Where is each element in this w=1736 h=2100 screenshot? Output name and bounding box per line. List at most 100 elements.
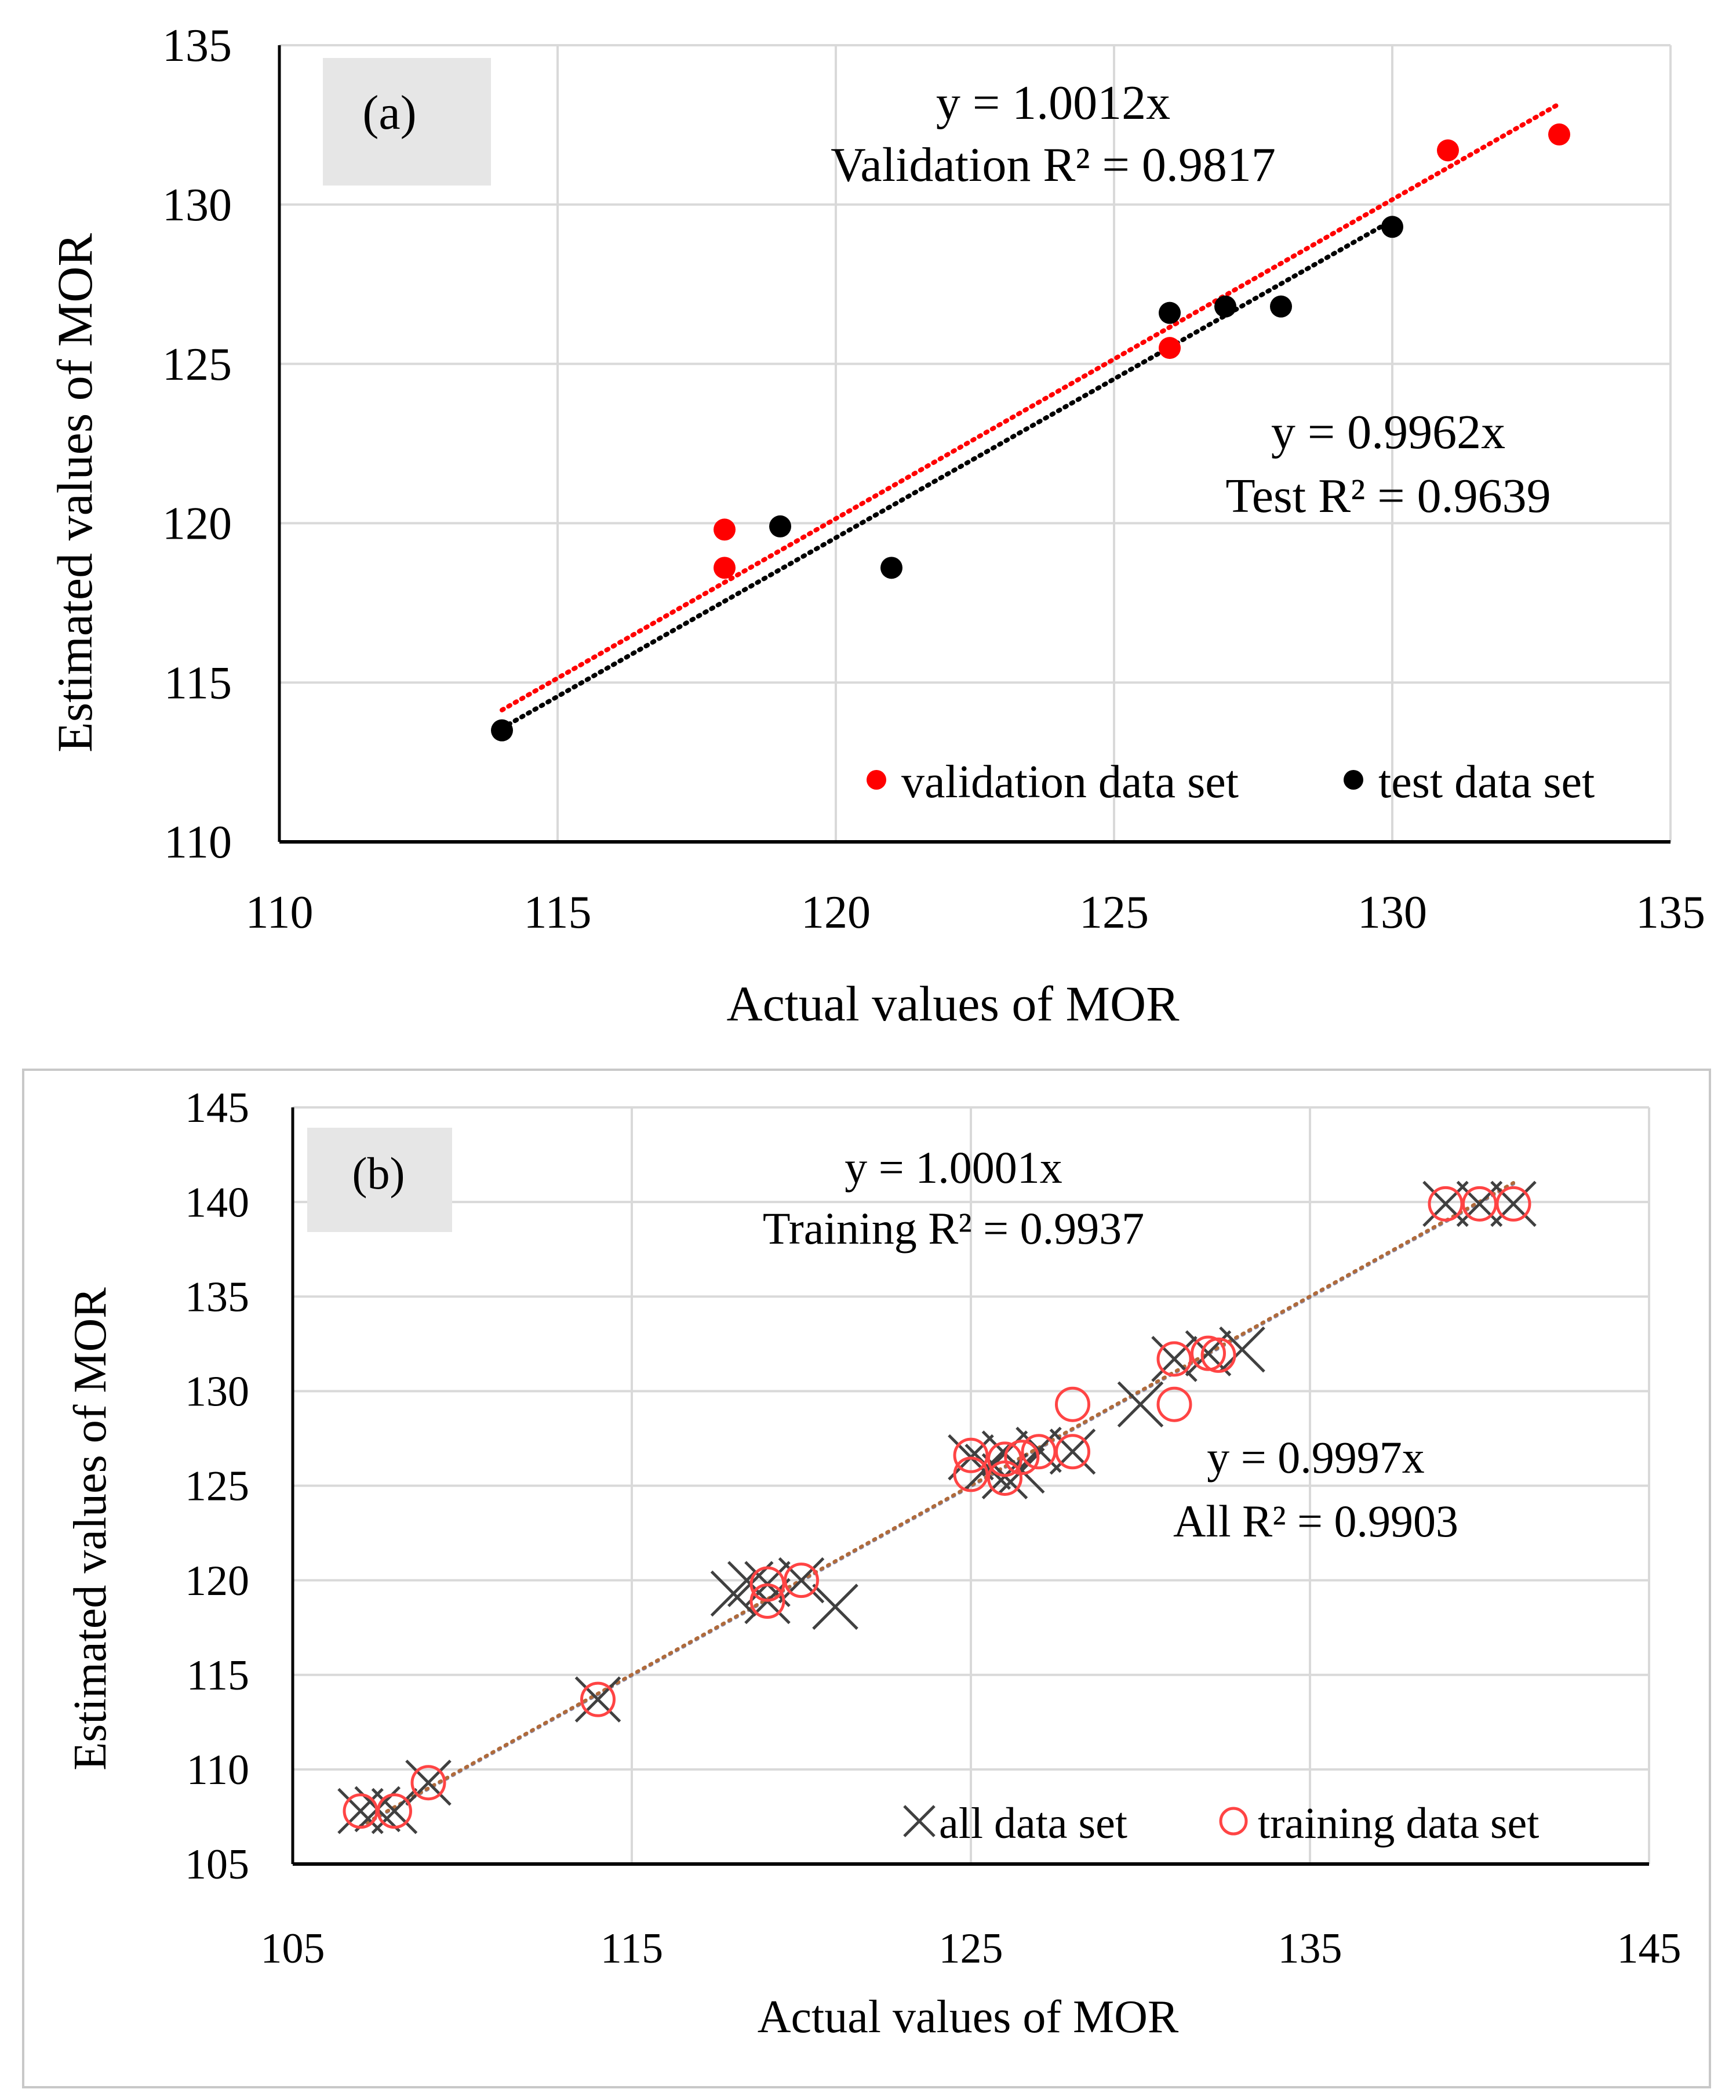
panel-b-all-r2: All R² = 0.9903: [1173, 1496, 1458, 1546]
panel-b-points: [337, 1180, 1537, 1834]
x-tick-label: 130: [1357, 887, 1427, 938]
point-all-data-set: [1049, 1429, 1096, 1475]
panel-b-trendlines: [359, 1181, 1515, 1829]
point-all-data-set: [405, 1759, 452, 1806]
panel-a-label: (a): [362, 86, 416, 140]
point-training-data-set: [987, 1441, 1022, 1477]
point-all-data-set: [1456, 1180, 1503, 1227]
x-tick-label: 105: [261, 1925, 325, 1972]
point-all-data-set: [371, 1787, 418, 1834]
legend-training-marker: [1219, 1807, 1248, 1836]
point-validation-data-set: [1548, 123, 1570, 146]
panel-a-axes: 110 115 120 125 130 135 110 115 120 125 130 135: [162, 20, 1705, 938]
point-training-data-set: [1495, 1186, 1531, 1222]
y-tick-label: 130: [162, 180, 232, 231]
point-test-data-set: [491, 719, 513, 742]
point-training-data-set: [1156, 1341, 1192, 1377]
trendline-test-data-set: [500, 217, 1395, 731]
point-test-data-set: [1381, 216, 1403, 238]
panel-b-x-axis-title: Actual values of MOR: [758, 1992, 1179, 2043]
panel-b-all-equation: y = 0.9997x: [1207, 1432, 1425, 1483]
legend-all-marker: [903, 1805, 936, 1837]
point-all-data-set: [1016, 1426, 1062, 1473]
y-tick-label: 115: [164, 657, 232, 709]
y-tick-label: 125: [185, 1463, 249, 1510]
y-tick-label: 120: [162, 499, 232, 550]
point-training-data-set: [953, 1456, 989, 1492]
panel-a-trendlines: [500, 101, 1562, 731]
point-all-data-set: [1117, 1381, 1164, 1427]
x-tick-label: 115: [523, 887, 591, 938]
panel-a-label-box: [323, 58, 491, 186]
legend-test-marker: [1344, 770, 1363, 790]
point-all-data-set: [337, 1787, 384, 1834]
legend-test-label: test data set: [1378, 757, 1595, 808]
point-validation-data-set: [714, 518, 736, 541]
panel-a-legend: validation data set test data set: [867, 757, 1595, 808]
point-all-data-set: [710, 1570, 757, 1617]
trendline-training-data-set: [359, 1181, 1515, 1828]
point-training-data-set: [1156, 1386, 1192, 1422]
legend-validation-marker: [867, 770, 886, 790]
x-tick-label: 135: [1278, 1925, 1342, 1972]
point-test-data-set: [1270, 295, 1292, 318]
x-tick-label: 110: [245, 887, 313, 938]
y-tick-label: 145: [185, 1084, 249, 1132]
point-all-data-set: [1219, 1326, 1265, 1373]
y-tick-label: 105: [185, 1841, 249, 1888]
point-training-data-set: [377, 1793, 412, 1829]
y-tick-label: 110: [164, 817, 232, 868]
point-training-data-set: [1200, 1337, 1236, 1373]
point-training-data-set: [410, 1765, 446, 1801]
panel-a-y-axis-title: Estimated values of MOR: [47, 233, 103, 753]
point-validation-data-set: [1159, 337, 1181, 359]
point-training-data-set: [953, 1437, 989, 1473]
panel-a-validation-r2: Validation R² = 0.9817: [831, 138, 1276, 192]
panel-a-validation-equation: y = 1.0012x: [936, 76, 1170, 130]
x-tick-label: 135: [1636, 887, 1705, 938]
y-tick-label: 135: [185, 1273, 249, 1321]
point-all-data-set: [574, 1676, 621, 1723]
point-training-data-set: [749, 1566, 785, 1602]
panel-b-legend: all data set training data set: [903, 1799, 1539, 1848]
point-all-data-set: [812, 1583, 858, 1630]
panel-a-chart: 110 115 120 125 130 135 110 115 120 125 130 135 (a)…: [47, 20, 1705, 1031]
x-tick-label: 125: [1079, 887, 1149, 938]
point-training-data-set: [1004, 1440, 1040, 1476]
point-all-data-set: [1490, 1180, 1537, 1227]
panel-b-training-equation: y = 1.0001x: [845, 1142, 1062, 1193]
point-validation-data-set: [714, 557, 736, 579]
trendline-validation-data-set: [500, 101, 1562, 713]
panel-b-training-r2: Training R² = 0.9937: [763, 1203, 1144, 1254]
point-test-data-set: [1159, 301, 1181, 324]
point-test-data-set: [769, 515, 791, 537]
legend-validation-label: validation data set: [901, 757, 1239, 808]
panel-a-x-axis-title: Actual values of MOR: [726, 976, 1180, 1031]
point-test-data-set: [880, 557, 902, 579]
y-tick-label: 115: [187, 1652, 249, 1699]
panel-b-axes: 105 115 125 135 145 105 110 115 120 125 130 135 140 1…: [185, 1084, 1682, 1972]
point-all-data-set: [998, 1447, 1045, 1494]
point-all-data-set: [1422, 1180, 1469, 1227]
point-all-data-set: [778, 1557, 825, 1604]
x-tick-label: 145: [1617, 1925, 1682, 1972]
y-tick-label: 130: [185, 1368, 249, 1416]
point-test-data-set: [1214, 295, 1236, 318]
point-validation-data-set: [1437, 139, 1459, 162]
y-tick-label: 140: [185, 1179, 249, 1226]
point-training-data-set: [1055, 1386, 1090, 1422]
panel-a-test-equation: y = 0.9962x: [1271, 405, 1505, 459]
x-tick-label: 115: [600, 1925, 663, 1972]
y-tick-label: 135: [162, 20, 232, 71]
point-training-data-set: [784, 1563, 819, 1598]
x-tick-label: 120: [801, 887, 871, 938]
panel-b-label: (b): [352, 1148, 405, 1198]
y-tick-label: 110: [187, 1746, 249, 1794]
legend-all-label: all data set: [939, 1799, 1127, 1848]
y-tick-label: 125: [162, 339, 232, 390]
panel-a-points: [491, 123, 1570, 742]
x-tick-label: 125: [939, 1925, 1003, 1972]
panel-b-y-axis-title: Estimated values of MOR: [65, 1287, 116, 1771]
legend-training-label: training data set: [1258, 1799, 1539, 1848]
